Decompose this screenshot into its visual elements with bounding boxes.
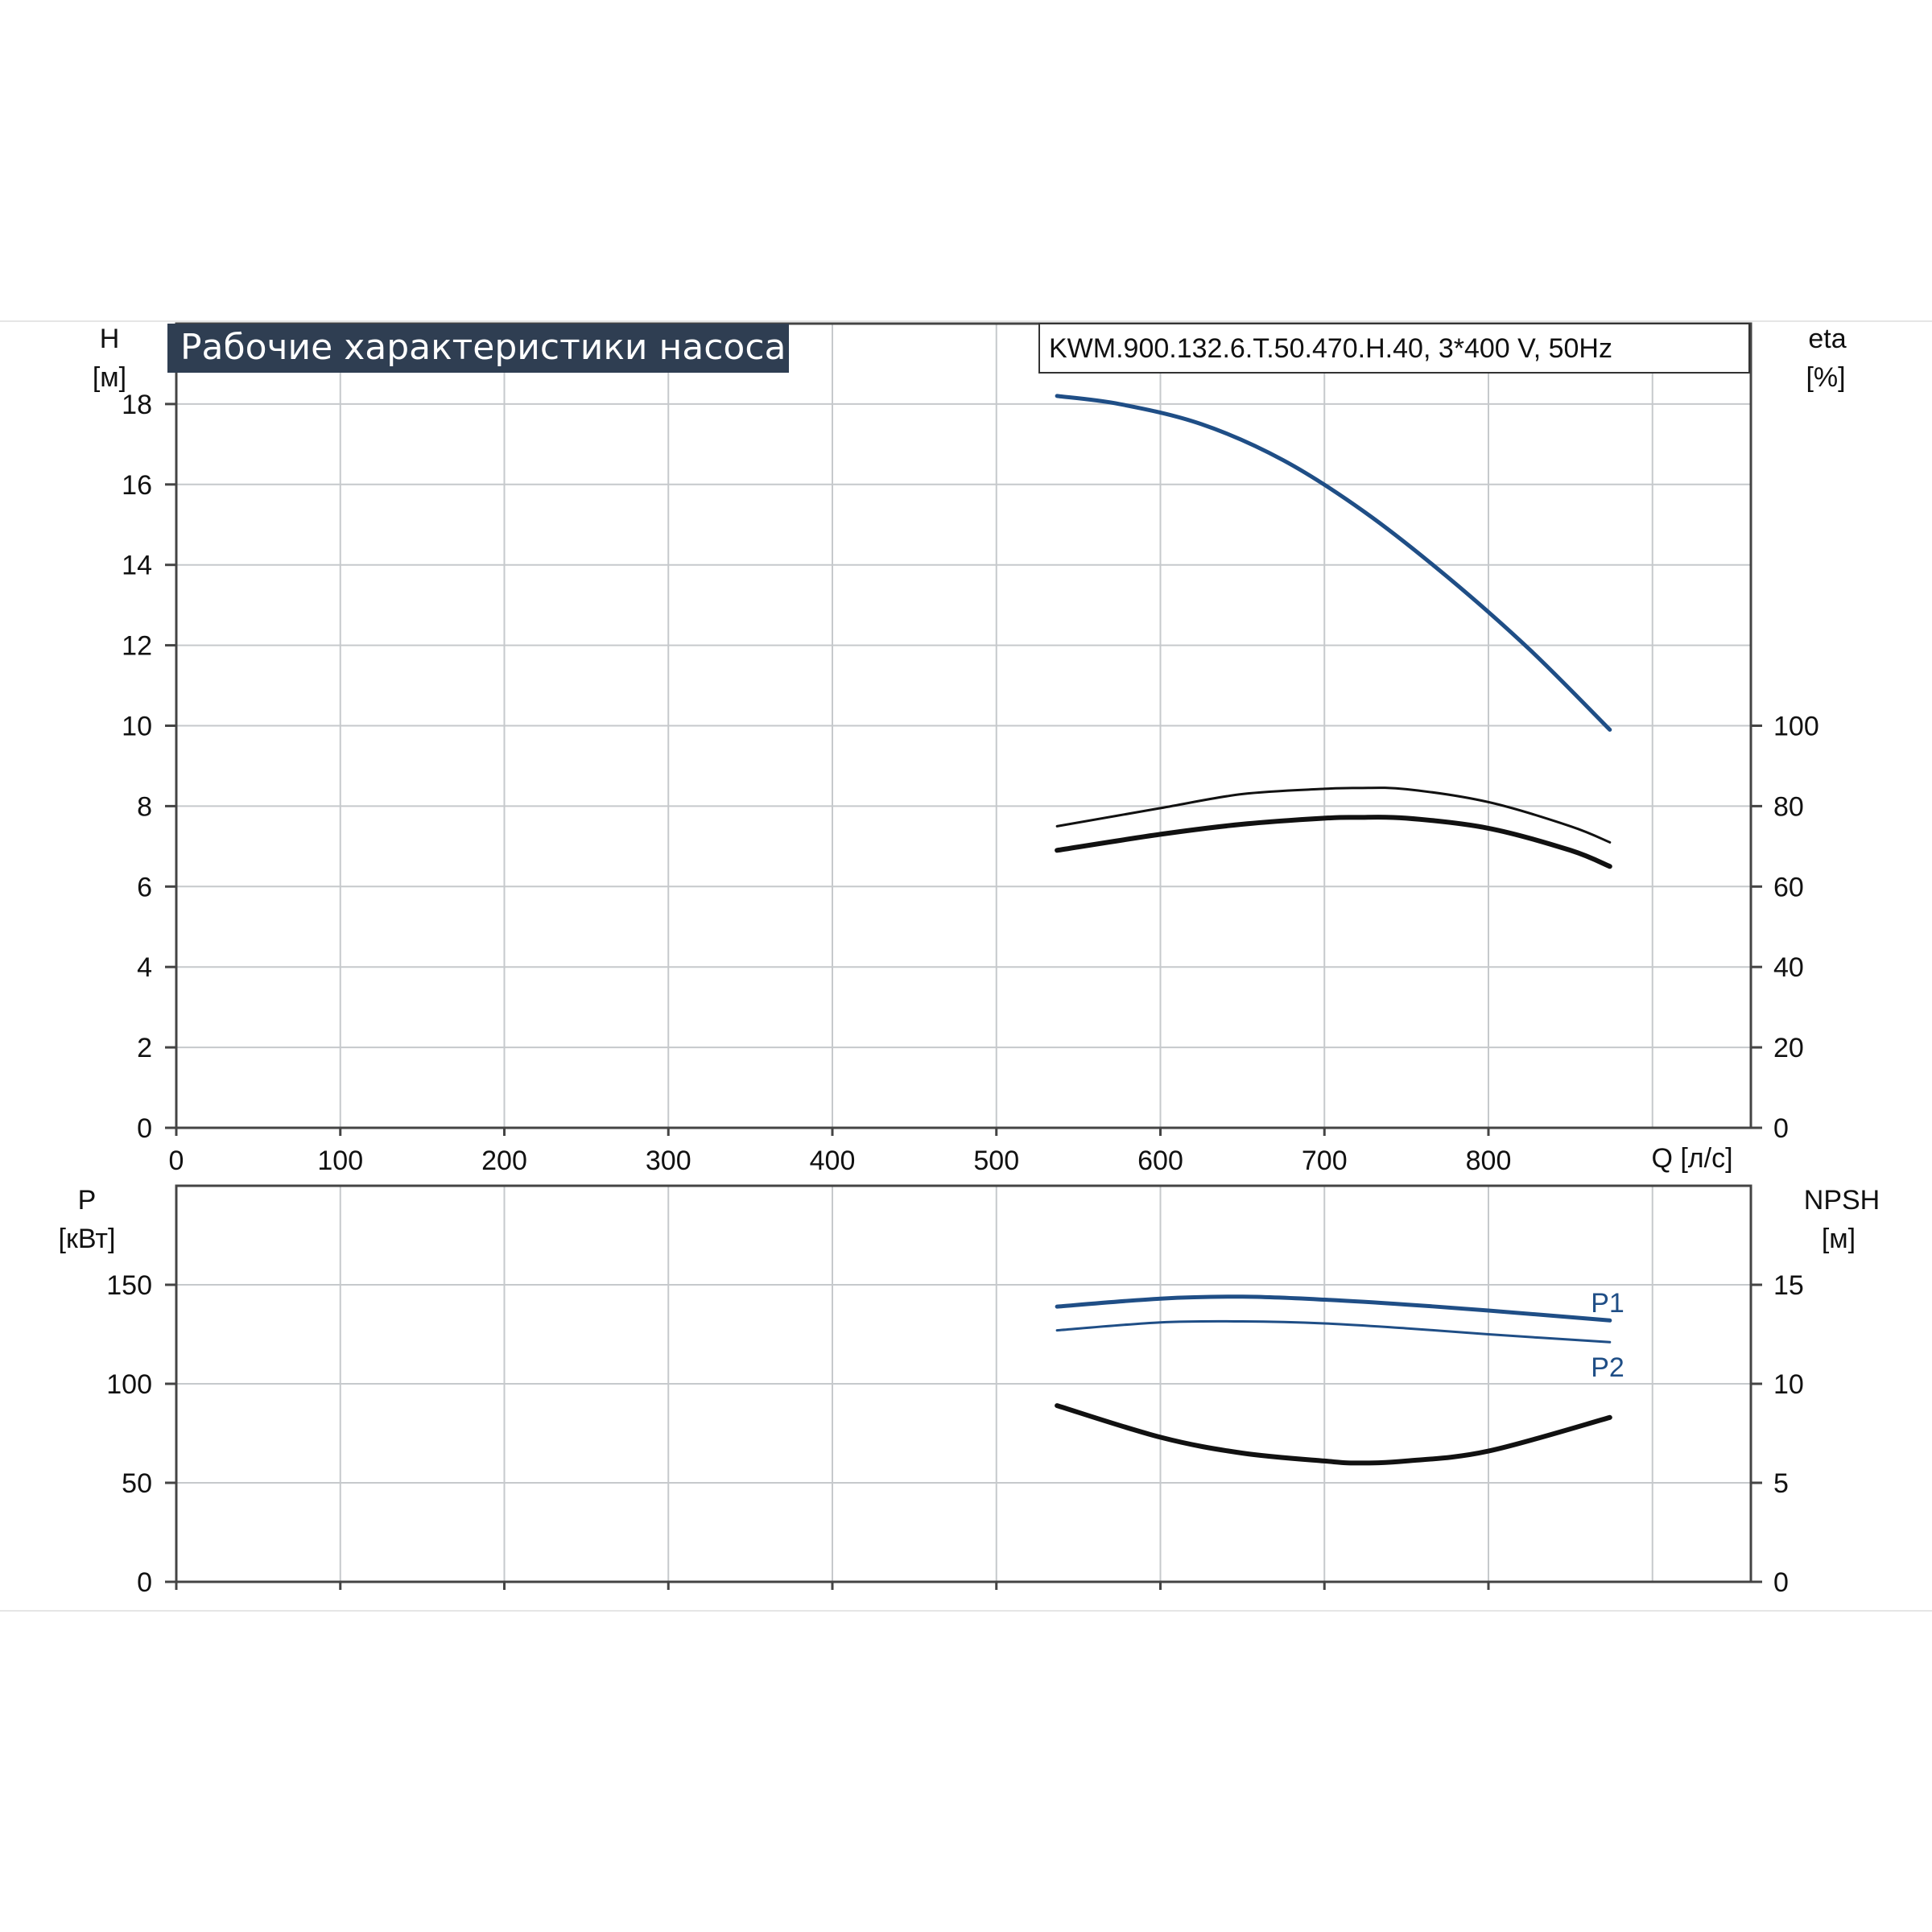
upper-right-tick-label: 20 [1773,1033,1804,1063]
lower-right-tick-label: 5 [1773,1468,1789,1499]
p1-series-label: P1 [1591,1288,1624,1319]
p-axis-label: P [78,1185,97,1216]
eta-axis-unit: [%] [1806,362,1845,393]
lower-series-line-1 [1055,1319,1612,1344]
lower-left-tick-label: 50 [122,1468,152,1499]
h-axis-unit: [м] [93,362,126,393]
upper-series-line-1 [1055,786,1612,844]
upper-x-tick-label: 300 [646,1146,691,1176]
upper-left-tick-label: 8 [137,791,152,822]
upper-series-line-0 [1055,394,1612,732]
upper-right-tick-label: 80 [1773,791,1804,822]
upper-x-tick-label: 100 [317,1146,363,1176]
upper-left-tick-label: 16 [122,470,152,501]
lower-series-line-2 [1055,1403,1612,1466]
chart-title: Рабочие характеристики насоса [180,327,786,368]
lower-ticks: 0 50 100 150 0 5 10 15 [106,1270,1804,1598]
title-badge [167,324,789,373]
model-box [1038,323,1750,374]
upper-right-tick-label: 100 [1773,712,1819,742]
upper-x-tick-label: 500 [973,1146,1019,1176]
upper-x-tick-label: 200 [481,1146,527,1176]
lower-left-tick-label: 100 [106,1369,152,1400]
npsh-axis-unit: [м] [1822,1224,1856,1254]
upper-left-tick-label: 0 [137,1113,152,1144]
lower-series [1055,1294,1612,1466]
q-axis-label: Q [л/с] [1651,1143,1732,1174]
upper-left-tick-label: 6 [137,872,152,902]
model-label: KWM.900.132.6.T.50.470.H.40, 3*400 V, 50… [1049,333,1612,364]
upper-right-tick-label: 60 [1773,872,1804,902]
upper-ticks: 0 2 4 6 8 10 12 14 16 18 0 20 40 60 80 100 0 100 200 300 400… [122,390,1819,1176]
upper-left-tick-label: 2 [137,1033,152,1063]
lower-right-tick-label: 10 [1773,1369,1804,1400]
upper-left-tick-label: 4 [137,952,152,983]
upper-x-tick-label: 0 [169,1146,184,1176]
upper-series-line-2 [1055,815,1612,869]
upper-x-tick-label: 800 [1466,1146,1512,1176]
upper-left-tick-label: 18 [122,390,152,420]
upper-left-tick-label: 12 [122,631,152,662]
npsh-axis-label: NPSH [1804,1185,1880,1216]
p-axis-unit: [кВт] [59,1224,116,1254]
upper-grid [176,324,1751,1128]
upper-left-tick-label: 10 [122,712,152,742]
eta-axis-label: eta [1808,324,1846,354]
h-axis-label: H [100,324,120,354]
lower-left-tick-label: 0 [137,1567,152,1598]
upper-x-tick-label: 600 [1137,1146,1183,1176]
lower-left-tick-label: 150 [106,1270,152,1301]
upper-series [1055,394,1612,869]
lower-series-line-0 [1055,1294,1612,1323]
p2-series-label: P2 [1591,1352,1624,1383]
lower-right-tick-label: 15 [1773,1270,1804,1301]
lower-grid [176,1186,1751,1582]
upper-right-tick-label: 0 [1773,1113,1789,1144]
upper-right-tick-label: 40 [1773,952,1804,983]
upper-x-tick-label: 700 [1302,1146,1348,1176]
upper-x-tick-label: 400 [810,1146,856,1176]
lower-right-tick-label: 0 [1773,1567,1789,1598]
upper-left-tick-label: 14 [122,551,152,581]
